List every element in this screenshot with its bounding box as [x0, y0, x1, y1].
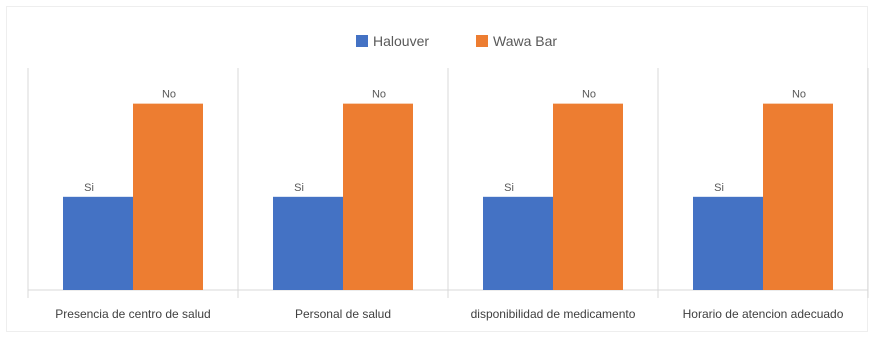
category-label: Horario de atencion adecuado [683, 307, 844, 321]
data-label: Si [504, 182, 514, 194]
data-label: No [162, 89, 176, 101]
bar-halouver [693, 196, 763, 290]
bar-halouver [63, 196, 133, 290]
category-label: Personal de salud [295, 307, 391, 321]
data-label: No [792, 89, 806, 101]
bar-wawa-bar [343, 103, 413, 291]
data-label: Si [84, 182, 94, 194]
category-label: disponibilidad de medicamento [471, 307, 636, 321]
data-label: Si [294, 182, 304, 194]
legend-label: Wawa Bar [493, 33, 557, 49]
bar-wawa-bar [553, 103, 623, 291]
category-label: Presencia de centro de salud [55, 307, 210, 321]
bar-wawa-bar [763, 103, 833, 291]
legend-swatch [476, 35, 488, 47]
data-label: No [372, 89, 386, 101]
bar-halouver [483, 196, 553, 290]
bar-wawa-bar [133, 103, 203, 291]
data-label: Si [714, 182, 724, 194]
legend-swatch [356, 35, 368, 47]
bar-halouver [273, 196, 343, 290]
data-label: No [582, 89, 596, 101]
legend-label: Halouver [373, 33, 429, 49]
